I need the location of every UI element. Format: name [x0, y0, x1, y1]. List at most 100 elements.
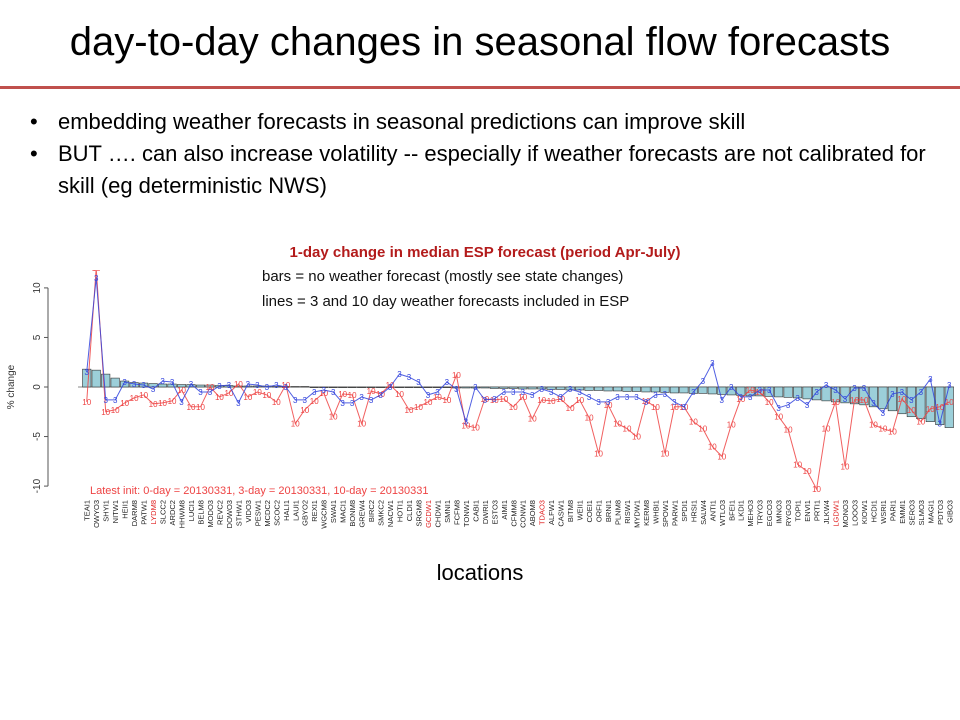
bar — [688, 386, 698, 394]
x-tick-label: PLNM8 — [614, 500, 623, 525]
point-label-10day: 10 — [585, 414, 594, 423]
point-label-3day: 3 — [577, 388, 582, 397]
x-tick-label: BITM8 — [566, 500, 575, 522]
point-label-3day: 3 — [767, 386, 772, 395]
point-label-3day: 3 — [103, 396, 108, 405]
point-label-3day: 3 — [265, 383, 270, 392]
x-tick-label: TOPI1 — [794, 500, 803, 522]
point-label-3day: 3 — [397, 370, 402, 379]
x-tick-label: GBYO2 — [301, 500, 310, 526]
point-label-10day: 10 — [300, 406, 309, 415]
x-tick-label: WSRI1 — [879, 500, 888, 524]
point-label-10day: 10 — [196, 403, 205, 412]
point-label-10day: 10 — [253, 388, 262, 397]
bar — [556, 386, 566, 390]
chart-subtitle-bars: bars = no weather forecast (mostly see s… — [262, 268, 624, 285]
point-label-3day: 3 — [833, 386, 838, 395]
point-label-10day: 10 — [528, 415, 537, 424]
bar — [745, 386, 755, 397]
point-label-3day: 3 — [141, 381, 146, 390]
point-label-10day: 10 — [461, 422, 470, 431]
point-label-3day: 3 — [255, 381, 260, 390]
x-tick-label: PESW1 — [253, 500, 262, 526]
point-label-3day: 3 — [881, 409, 886, 418]
point-label-10day: 10 — [224, 389, 233, 398]
point-label-10day: 10 — [367, 387, 376, 396]
point-label-10day: 10 — [101, 408, 110, 417]
x-tick-label: LUCI1 — [187, 500, 196, 521]
point-label-10day: 10 — [793, 460, 802, 469]
point-label-3day: 3 — [843, 395, 848, 404]
point-label-3day: 3 — [426, 391, 431, 400]
point-label-10day: 10 — [897, 395, 906, 404]
bar — [603, 386, 613, 392]
point-label-10day: 10 — [566, 404, 575, 413]
x-tick-label: ARDC2 — [168, 500, 177, 525]
point-label-10day: 10 — [168, 397, 177, 406]
bullet-item: embedding weather forecasts in seasonal … — [28, 106, 928, 138]
bar — [404, 386, 414, 388]
point-label-3day: 3 — [814, 388, 819, 397]
x-tick-label: CASW1 — [557, 500, 566, 527]
x-tick-label: WGCM8 — [320, 500, 329, 529]
x-tick-label: MEHO3 — [746, 500, 755, 527]
bar — [347, 386, 357, 388]
bar — [650, 386, 660, 393]
point-label-10day: 10 — [272, 398, 281, 407]
point-label-10day: 10 — [92, 270, 101, 273]
point-label-10day: 10 — [509, 403, 518, 412]
point-label-3day: 3 — [227, 381, 232, 390]
point-label-3day: 3 — [246, 380, 251, 389]
point-label-3day: 3 — [739, 393, 744, 402]
point-label-3day: 3 — [729, 383, 734, 392]
point-label-10day: 10 — [82, 398, 91, 407]
point-label-10day: 10 — [556, 395, 565, 404]
x-tick-label: EGCO3 — [765, 500, 774, 526]
bar — [631, 386, 642, 392]
x-tick-label: NACW1 — [386, 500, 395, 527]
point-label-3day: 3 — [388, 383, 393, 392]
bar — [849, 386, 860, 405]
point-label-3day: 3 — [596, 398, 601, 407]
point-label-10day: 10 — [632, 433, 641, 442]
point-label-3day: 3 — [236, 399, 241, 408]
point-label-3day: 3 — [852, 384, 857, 393]
bar — [271, 386, 281, 388]
x-tick-label: SLCC2 — [159, 500, 168, 524]
x-tick-label: STHW1 — [234, 500, 243, 526]
x-tick-label: RISW1 — [623, 500, 632, 524]
y-tick-label: 10 — [32, 282, 43, 294]
point-label-3day: 3 — [369, 396, 374, 405]
point-label-10day: 10 — [746, 386, 755, 395]
point-label-10day: 10 — [660, 449, 669, 458]
point-label-10day: 10 — [518, 393, 527, 402]
point-label-10day: 10 — [338, 390, 347, 399]
chart-title: 1-day change in median ESP forecast (per… — [289, 244, 681, 261]
y-tick-label: 5 — [32, 334, 43, 340]
x-tick-label: SCOC2 — [272, 500, 281, 526]
point-label-10day: 10 — [935, 403, 944, 412]
bar — [158, 383, 168, 388]
point-label-3day: 3 — [483, 396, 488, 405]
point-label-10day: 10 — [926, 405, 935, 414]
point-label-10day: 10 — [916, 418, 925, 427]
x-tick-label: HRSI1 — [689, 500, 698, 522]
x-tick-label: AIMI1 — [500, 500, 509, 520]
point-label-3day: 3 — [663, 390, 668, 399]
point-label-3day: 3 — [682, 403, 687, 412]
x-tick-label: GCDW1 — [424, 500, 433, 528]
x-tick-label: LYDM8 — [149, 500, 158, 524]
bar — [423, 386, 433, 388]
bar — [101, 373, 111, 388]
point-label-3day: 3 — [890, 390, 895, 399]
point-label-10day: 10 — [736, 395, 745, 404]
x-tick-label: PRTI1 — [813, 500, 822, 521]
x-tick-label: SRGM8 — [414, 500, 423, 527]
bar — [91, 369, 101, 388]
point-label-10day: 10 — [594, 449, 603, 458]
bar — [679, 386, 689, 394]
x-tick-label: IMNO3 — [775, 500, 784, 524]
point-label-3day: 3 — [805, 401, 810, 410]
x-tick-label: SPDI1 — [680, 500, 689, 522]
